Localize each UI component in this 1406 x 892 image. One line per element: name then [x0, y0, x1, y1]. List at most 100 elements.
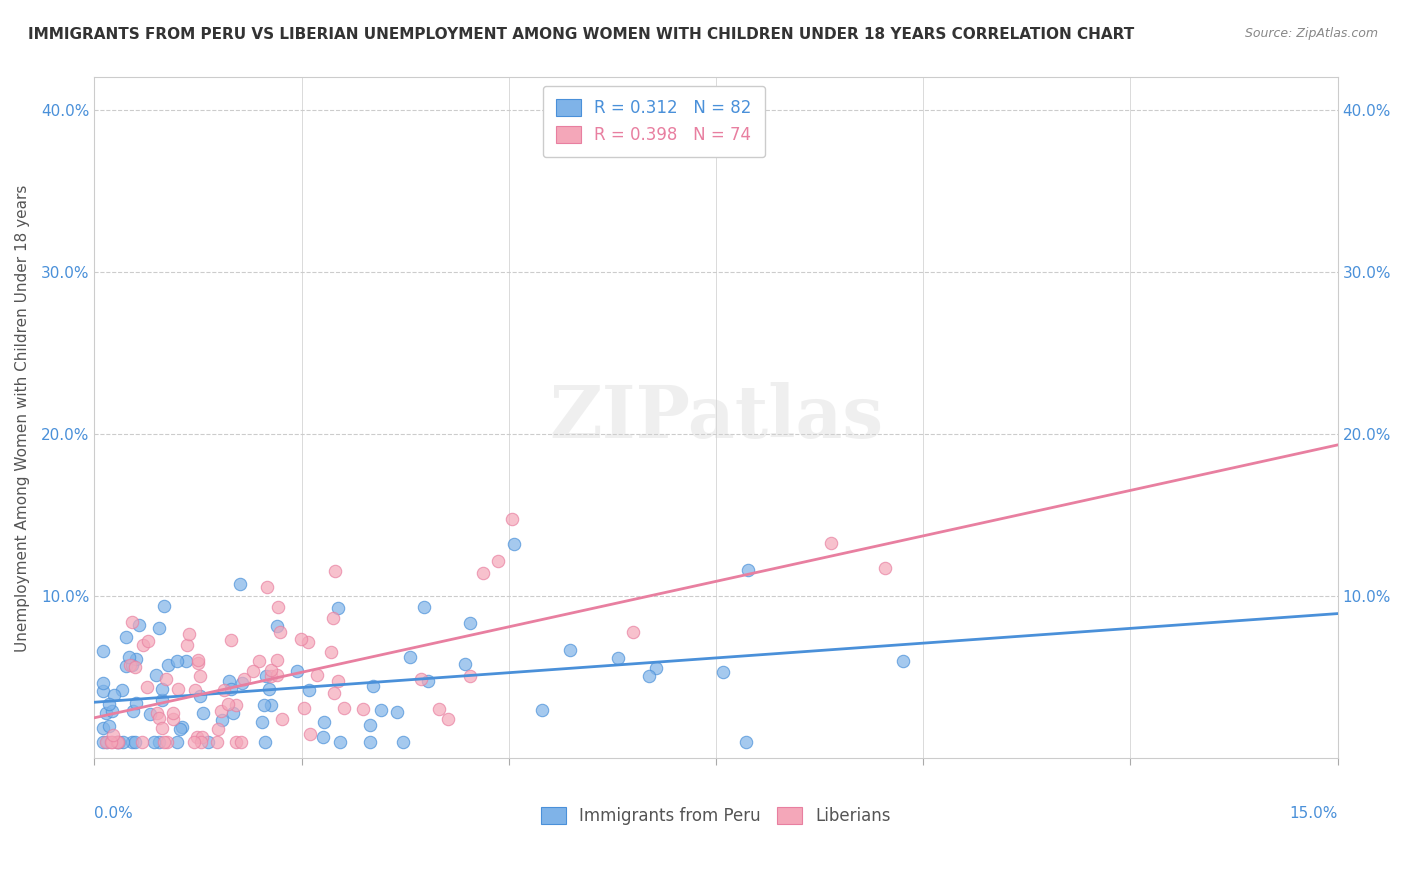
Point: [217, 698, 239, 712]
Point: [169, 723, 191, 737]
Text: IMMIGRANTS FROM PERU VS LIBERIAN UNEMPLOYMENT AMONG WOMEN WITH CHILDREN UNDER 18: IMMIGRANTS FROM PERU VS LIBERIAN UNEMPLO…: [28, 27, 1135, 42]
Point: [205, 735, 228, 749]
Point: [207, 722, 229, 736]
Point: [873, 561, 896, 575]
Point: [298, 683, 321, 698]
Point: [191, 730, 214, 744]
Point: [156, 735, 179, 749]
Point: [187, 653, 209, 667]
Point: [471, 566, 494, 580]
Point: [170, 720, 193, 734]
Point: [124, 659, 146, 673]
Point: [190, 735, 212, 749]
Point: [135, 680, 157, 694]
Point: [312, 715, 335, 730]
Point: [97, 719, 120, 733]
Point: [326, 673, 349, 688]
Point: [321, 645, 343, 659]
Point: [322, 611, 344, 625]
Point: [131, 735, 153, 749]
Point: [188, 689, 211, 703]
Text: 0.0%: 0.0%: [94, 806, 134, 821]
Point: [256, 580, 278, 594]
Point: [91, 643, 114, 657]
Point: [187, 657, 209, 671]
Point: [218, 673, 240, 688]
Point: [503, 537, 526, 551]
Point: [820, 536, 842, 550]
Point: [737, 563, 759, 577]
Point: [174, 654, 197, 668]
Point: [111, 735, 134, 749]
Point: [142, 735, 165, 749]
Point: [162, 706, 184, 720]
Point: [197, 735, 219, 749]
Point: [93, 676, 115, 690]
Point: [305, 668, 328, 682]
Point: [225, 698, 247, 713]
Point: [94, 735, 117, 749]
Point: [139, 706, 162, 721]
Point: [162, 712, 184, 726]
Point: [391, 735, 413, 749]
Point: [209, 704, 232, 718]
Point: [359, 718, 381, 732]
Point: [531, 703, 554, 717]
Point: [231, 735, 253, 749]
Point: [107, 735, 129, 749]
Point: [121, 615, 143, 629]
Point: [359, 735, 381, 749]
Point: [166, 654, 188, 668]
Point: [644, 660, 666, 674]
Point: [125, 652, 148, 666]
Point: [100, 704, 122, 718]
Point: [326, 600, 349, 615]
Point: [121, 657, 143, 672]
Point: [259, 669, 281, 683]
Point: [153, 735, 176, 749]
Point: [153, 599, 176, 614]
Point: [253, 735, 276, 749]
Point: [97, 697, 120, 711]
Point: [285, 664, 308, 678]
Point: [91, 684, 114, 698]
Point: [179, 627, 201, 641]
Point: [101, 735, 124, 749]
Point: [250, 715, 273, 730]
Point: [292, 700, 315, 714]
Point: [416, 674, 439, 689]
Point: [150, 681, 173, 696]
Point: [606, 651, 628, 665]
Point: [260, 664, 283, 678]
Point: [253, 698, 276, 712]
Point: [128, 618, 150, 632]
Point: [221, 681, 243, 696]
Point: [323, 686, 346, 700]
Point: [229, 576, 252, 591]
Point: [298, 726, 321, 740]
Point: [146, 706, 169, 720]
Point: [136, 633, 159, 648]
Point: [148, 711, 170, 725]
Point: [107, 735, 129, 749]
Point: [267, 600, 290, 615]
Point: [124, 735, 146, 749]
Point: [211, 714, 233, 728]
Point: [486, 553, 509, 567]
Point: [266, 653, 288, 667]
Point: [183, 735, 205, 749]
Text: Source: ZipAtlas.com: Source: ZipAtlas.com: [1244, 27, 1378, 40]
Point: [94, 706, 117, 721]
Point: [260, 698, 283, 713]
Point: [412, 600, 434, 615]
Point: [891, 654, 914, 668]
Point: [148, 621, 170, 635]
Point: [155, 672, 177, 686]
Point: [290, 632, 312, 647]
Point: [115, 631, 138, 645]
Point: [156, 657, 179, 672]
Point: [105, 735, 128, 749]
Point: [242, 664, 264, 678]
Point: [329, 735, 352, 749]
Point: [125, 696, 148, 710]
